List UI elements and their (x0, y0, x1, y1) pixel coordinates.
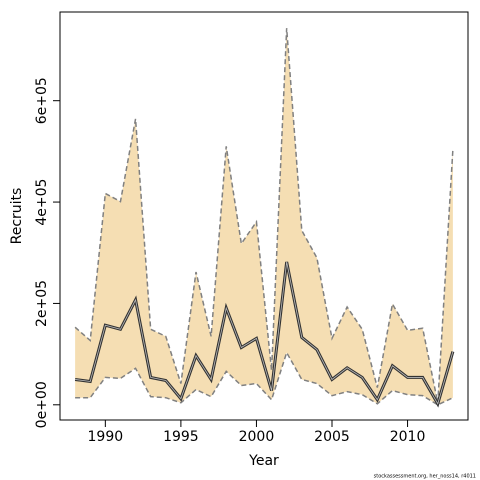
footer: stockassessment.org, her_noss14, r4011 (374, 474, 476, 480)
upper-bound (74, 28, 454, 403)
x-tick-label: 2000 (239, 429, 275, 445)
x-tick-label: 1990 (88, 429, 124, 445)
y-axis-title: Recruits (9, 188, 25, 245)
x-tick-label: 2005 (314, 429, 350, 445)
plot-frame (59, 11, 469, 421)
y-tick-label: 2e+05 (34, 280, 50, 327)
x-axis-title: Year (248, 453, 279, 469)
x-tick-label: 1995 (163, 429, 199, 445)
y-tick-label: 0e+00 (34, 381, 50, 428)
ci-band (75, 28, 453, 405)
y-tick-label: 4e+05 (34, 179, 50, 226)
y-tick-label: 6e+05 (34, 77, 50, 124)
lower-bound (75, 350, 454, 406)
x-tick-label: 2010 (390, 429, 426, 445)
estimate-line-inner (75, 261, 454, 405)
